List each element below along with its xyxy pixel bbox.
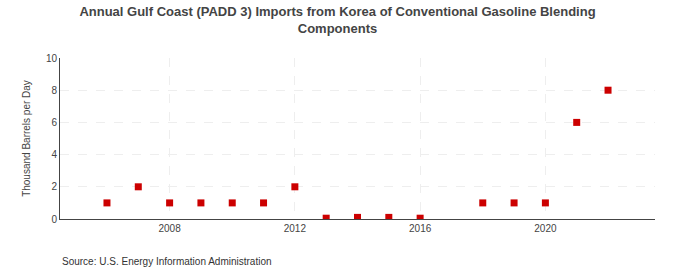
svg-text:2020: 2020 [534, 223, 557, 234]
svg-text:Source: U.S. Energy Informatio: Source: U.S. Energy Information Administ… [62, 256, 272, 267]
svg-text:2016: 2016 [409, 223, 432, 234]
svg-text:2008: 2008 [158, 223, 181, 234]
svg-text:2: 2 [51, 181, 57, 192]
svg-text:10: 10 [46, 53, 58, 64]
svg-text:Thousand Barrels per Day: Thousand Barrels per Day [21, 80, 32, 197]
svg-text:4: 4 [51, 149, 57, 160]
svg-text:8: 8 [51, 85, 57, 96]
svg-text:Annual Gulf Coast (PADD 3) Imp: Annual Gulf Coast (PADD 3) Imports from … [79, 4, 595, 36]
svg-text:2012: 2012 [284, 223, 307, 234]
svg-text:6: 6 [51, 117, 57, 128]
svg-text:0: 0 [51, 214, 57, 225]
